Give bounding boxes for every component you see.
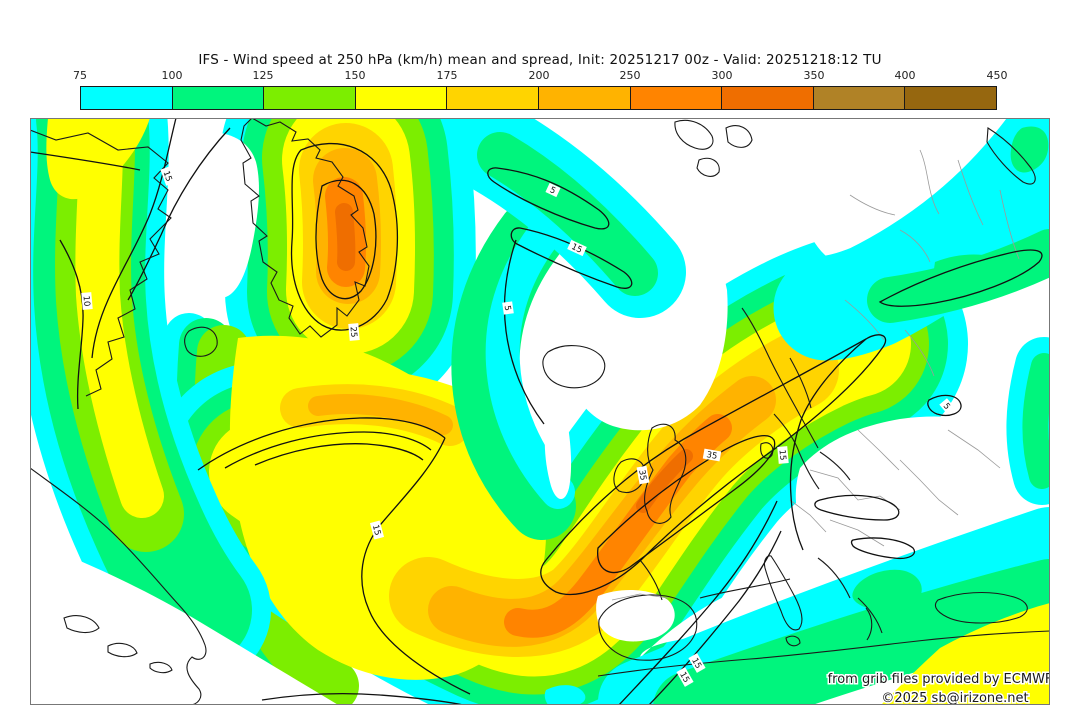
country-borders xyxy=(611,149,1020,601)
svg-text:35: 35 xyxy=(706,450,718,462)
colorbar-cell xyxy=(722,87,814,109)
svg-text:5: 5 xyxy=(941,401,952,412)
colorbar-cell xyxy=(172,87,265,109)
contour-label: 15 xyxy=(160,166,176,186)
contour-label: 15 xyxy=(688,653,706,673)
contour-label: 15 xyxy=(567,239,587,257)
contour-labels: 15 10 25 5 15 5 15 35 35 15 15 15 5 xyxy=(81,166,955,687)
colorbar-cell xyxy=(813,87,906,109)
svg-text:15: 15 xyxy=(370,524,382,537)
svg-text:5: 5 xyxy=(502,305,513,312)
contour-label: 35 xyxy=(636,465,650,485)
contour-label: 5 xyxy=(502,301,514,315)
svg-text:25: 25 xyxy=(348,326,359,338)
colorbar-cell xyxy=(630,87,723,109)
contour-label: 10 xyxy=(81,292,93,310)
svg-text:15: 15 xyxy=(677,670,691,684)
greenland-wind-system xyxy=(220,118,476,417)
right-side-bands xyxy=(451,118,1050,705)
contour-label: 15 xyxy=(777,446,789,464)
page-title: IFS - Wind speed at 250 hPa (km/h) mean … xyxy=(198,52,882,68)
colorbar-tick: 400 xyxy=(894,69,916,82)
map-canvas: 15 10 25 5 15 5 15 35 35 15 15 15 5 from… xyxy=(30,118,1053,706)
colorbar-cell xyxy=(447,87,539,109)
colorbar-cell xyxy=(264,87,356,109)
colorbar-tick: 100 xyxy=(161,69,183,82)
colorbar-tick: 300 xyxy=(711,69,733,82)
colorbar-cell xyxy=(538,87,631,109)
colorbar-tick: 250 xyxy=(619,69,641,82)
colorbar-tick: 450 xyxy=(986,69,1008,82)
left-edge-band xyxy=(30,118,271,685)
colorbar-tick: 175 xyxy=(436,69,458,82)
colorbar-tick: 75 xyxy=(73,69,87,82)
svg-text:15: 15 xyxy=(689,656,703,670)
colorbar-ticks: 75 100 125 150 175 200 250 300 350 400 4… xyxy=(0,69,1080,83)
coastlines xyxy=(30,118,1050,705)
colorbar-tick: 150 xyxy=(344,69,366,82)
contour-label: 5 xyxy=(545,182,561,198)
contour-label: 15 xyxy=(676,667,694,687)
svg-text:5: 5 xyxy=(548,185,557,196)
svg-text:35: 35 xyxy=(636,469,648,481)
contour-label: 5 xyxy=(939,398,955,414)
colorbar-tick: 125 xyxy=(252,69,274,82)
colorbar xyxy=(80,86,997,110)
contour-label: 25 xyxy=(348,323,360,341)
svg-text:15: 15 xyxy=(161,170,174,184)
colorbar-cell xyxy=(355,87,448,109)
map-frame xyxy=(30,118,1050,705)
spread-contours xyxy=(30,118,1043,705)
contour-label: 15 xyxy=(370,520,385,540)
contour-label: 35 xyxy=(702,448,722,462)
colorbar-cell xyxy=(905,87,996,109)
colorbar-tick: 200 xyxy=(528,69,550,82)
svg-text:10: 10 xyxy=(81,295,92,307)
attribution-copyright: ©2025 sb@irizone.net xyxy=(881,691,1028,706)
attribution-source: from grib files provided by ECMWF xyxy=(828,672,1053,687)
colorbar-tick: 350 xyxy=(803,69,825,82)
svg-text:15: 15 xyxy=(777,449,788,461)
svg-text:15: 15 xyxy=(570,242,584,256)
colorbar-cell xyxy=(81,87,173,109)
